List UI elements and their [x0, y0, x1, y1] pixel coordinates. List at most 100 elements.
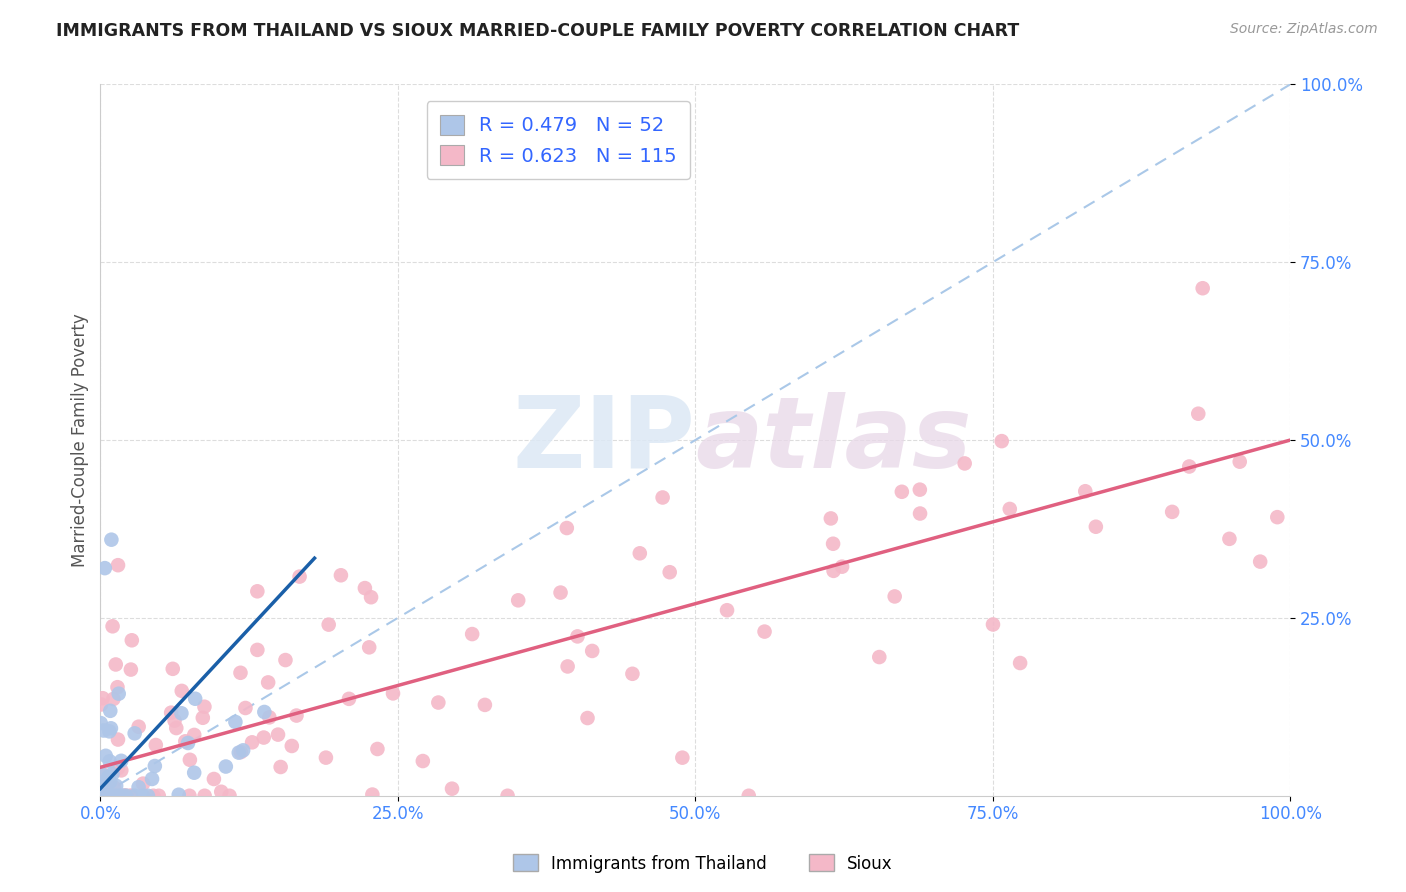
Point — [461, 627, 484, 641]
Point — [163, 714, 186, 728]
Point — [218, 789, 240, 803]
Point — [1010, 656, 1032, 670]
Point — [97, 770, 120, 784]
Point — [953, 457, 976, 471]
Point — [868, 650, 890, 665]
Point — [285, 708, 308, 723]
Point — [132, 776, 155, 790]
Point — [183, 765, 205, 780]
Point — [124, 726, 146, 740]
Point — [107, 761, 129, 775]
Point — [105, 789, 128, 803]
Point — [170, 706, 193, 721]
Point — [246, 643, 269, 657]
Point — [998, 502, 1021, 516]
Point — [91, 767, 114, 781]
Point — [831, 559, 853, 574]
Point — [288, 569, 311, 583]
Point — [1265, 510, 1288, 524]
Point — [557, 659, 579, 673]
Point — [179, 789, 201, 803]
Text: atlas: atlas — [695, 392, 972, 489]
Point — [143, 759, 166, 773]
Point — [90, 789, 112, 803]
Point — [1178, 459, 1201, 474]
Point — [90, 789, 112, 803]
Point — [98, 789, 121, 803]
Point — [103, 789, 125, 803]
Point — [883, 590, 905, 604]
Point — [555, 521, 578, 535]
Point — [97, 789, 120, 803]
Point — [120, 663, 142, 677]
Point — [908, 507, 931, 521]
Point — [110, 764, 132, 778]
Point — [224, 714, 246, 729]
Point — [474, 698, 496, 712]
Point — [165, 721, 187, 735]
Point — [229, 745, 252, 759]
Point — [621, 666, 644, 681]
Point — [93, 789, 115, 803]
Point — [738, 789, 761, 803]
Point — [96, 789, 118, 803]
Point — [270, 760, 292, 774]
Point — [1191, 281, 1213, 295]
Point — [170, 684, 193, 698]
Point — [823, 564, 845, 578]
Point — [576, 711, 599, 725]
Point — [412, 754, 434, 768]
Point — [160, 706, 183, 720]
Point — [132, 789, 155, 803]
Point — [96, 772, 118, 787]
Point — [183, 728, 205, 742]
Point — [267, 728, 290, 742]
Point — [240, 735, 263, 749]
Point — [194, 789, 217, 803]
Point — [1084, 520, 1107, 534]
Point — [177, 736, 200, 750]
Point — [908, 483, 931, 497]
Point — [366, 742, 388, 756]
Point — [427, 696, 450, 710]
Point — [1218, 532, 1240, 546]
Point — [253, 705, 276, 719]
Point — [184, 691, 207, 706]
Point — [121, 633, 143, 648]
Point — [98, 704, 121, 718]
Point — [96, 789, 118, 803]
Point — [101, 767, 124, 781]
Point — [162, 662, 184, 676]
Point — [1161, 505, 1184, 519]
Point — [361, 788, 384, 802]
Y-axis label: Married-Couple Family Poverty: Married-Couple Family Poverty — [72, 313, 89, 567]
Point — [107, 687, 129, 701]
Point — [128, 780, 150, 795]
Point — [107, 558, 129, 573]
Point — [136, 789, 159, 803]
Point — [104, 657, 127, 672]
Point — [990, 434, 1012, 449]
Text: Source: ZipAtlas.com: Source: ZipAtlas.com — [1230, 22, 1378, 37]
Point — [359, 640, 381, 655]
Point — [91, 789, 114, 803]
Point — [820, 511, 842, 525]
Text: ZIP: ZIP — [512, 392, 695, 489]
Point — [508, 593, 530, 607]
Point — [141, 772, 163, 786]
Point — [107, 732, 129, 747]
Point — [209, 785, 232, 799]
Point — [103, 789, 125, 803]
Legend: R = 0.479   N = 52, R = 0.623   N = 115: R = 0.479 N = 52, R = 0.623 N = 115 — [426, 102, 690, 179]
Point — [281, 739, 304, 753]
Point — [100, 789, 122, 803]
Point — [354, 581, 377, 595]
Point — [581, 644, 603, 658]
Point — [246, 584, 269, 599]
Point — [235, 701, 257, 715]
Point — [120, 789, 142, 803]
Point — [94, 561, 117, 575]
Point — [754, 624, 776, 639]
Point — [191, 711, 214, 725]
Point — [105, 779, 128, 793]
